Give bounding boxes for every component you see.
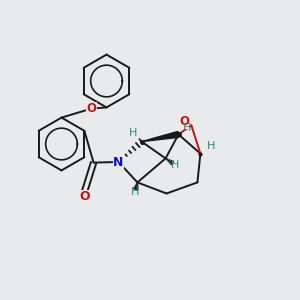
Text: N: N bbox=[113, 155, 124, 169]
Text: O: O bbox=[79, 190, 90, 203]
Polygon shape bbox=[142, 131, 179, 142]
Text: O: O bbox=[86, 102, 97, 115]
Text: O: O bbox=[179, 115, 189, 128]
Text: H: H bbox=[131, 187, 139, 197]
Text: H: H bbox=[128, 128, 137, 138]
Text: H: H bbox=[183, 123, 192, 134]
Text: H: H bbox=[171, 160, 179, 170]
Text: H: H bbox=[207, 141, 215, 151]
